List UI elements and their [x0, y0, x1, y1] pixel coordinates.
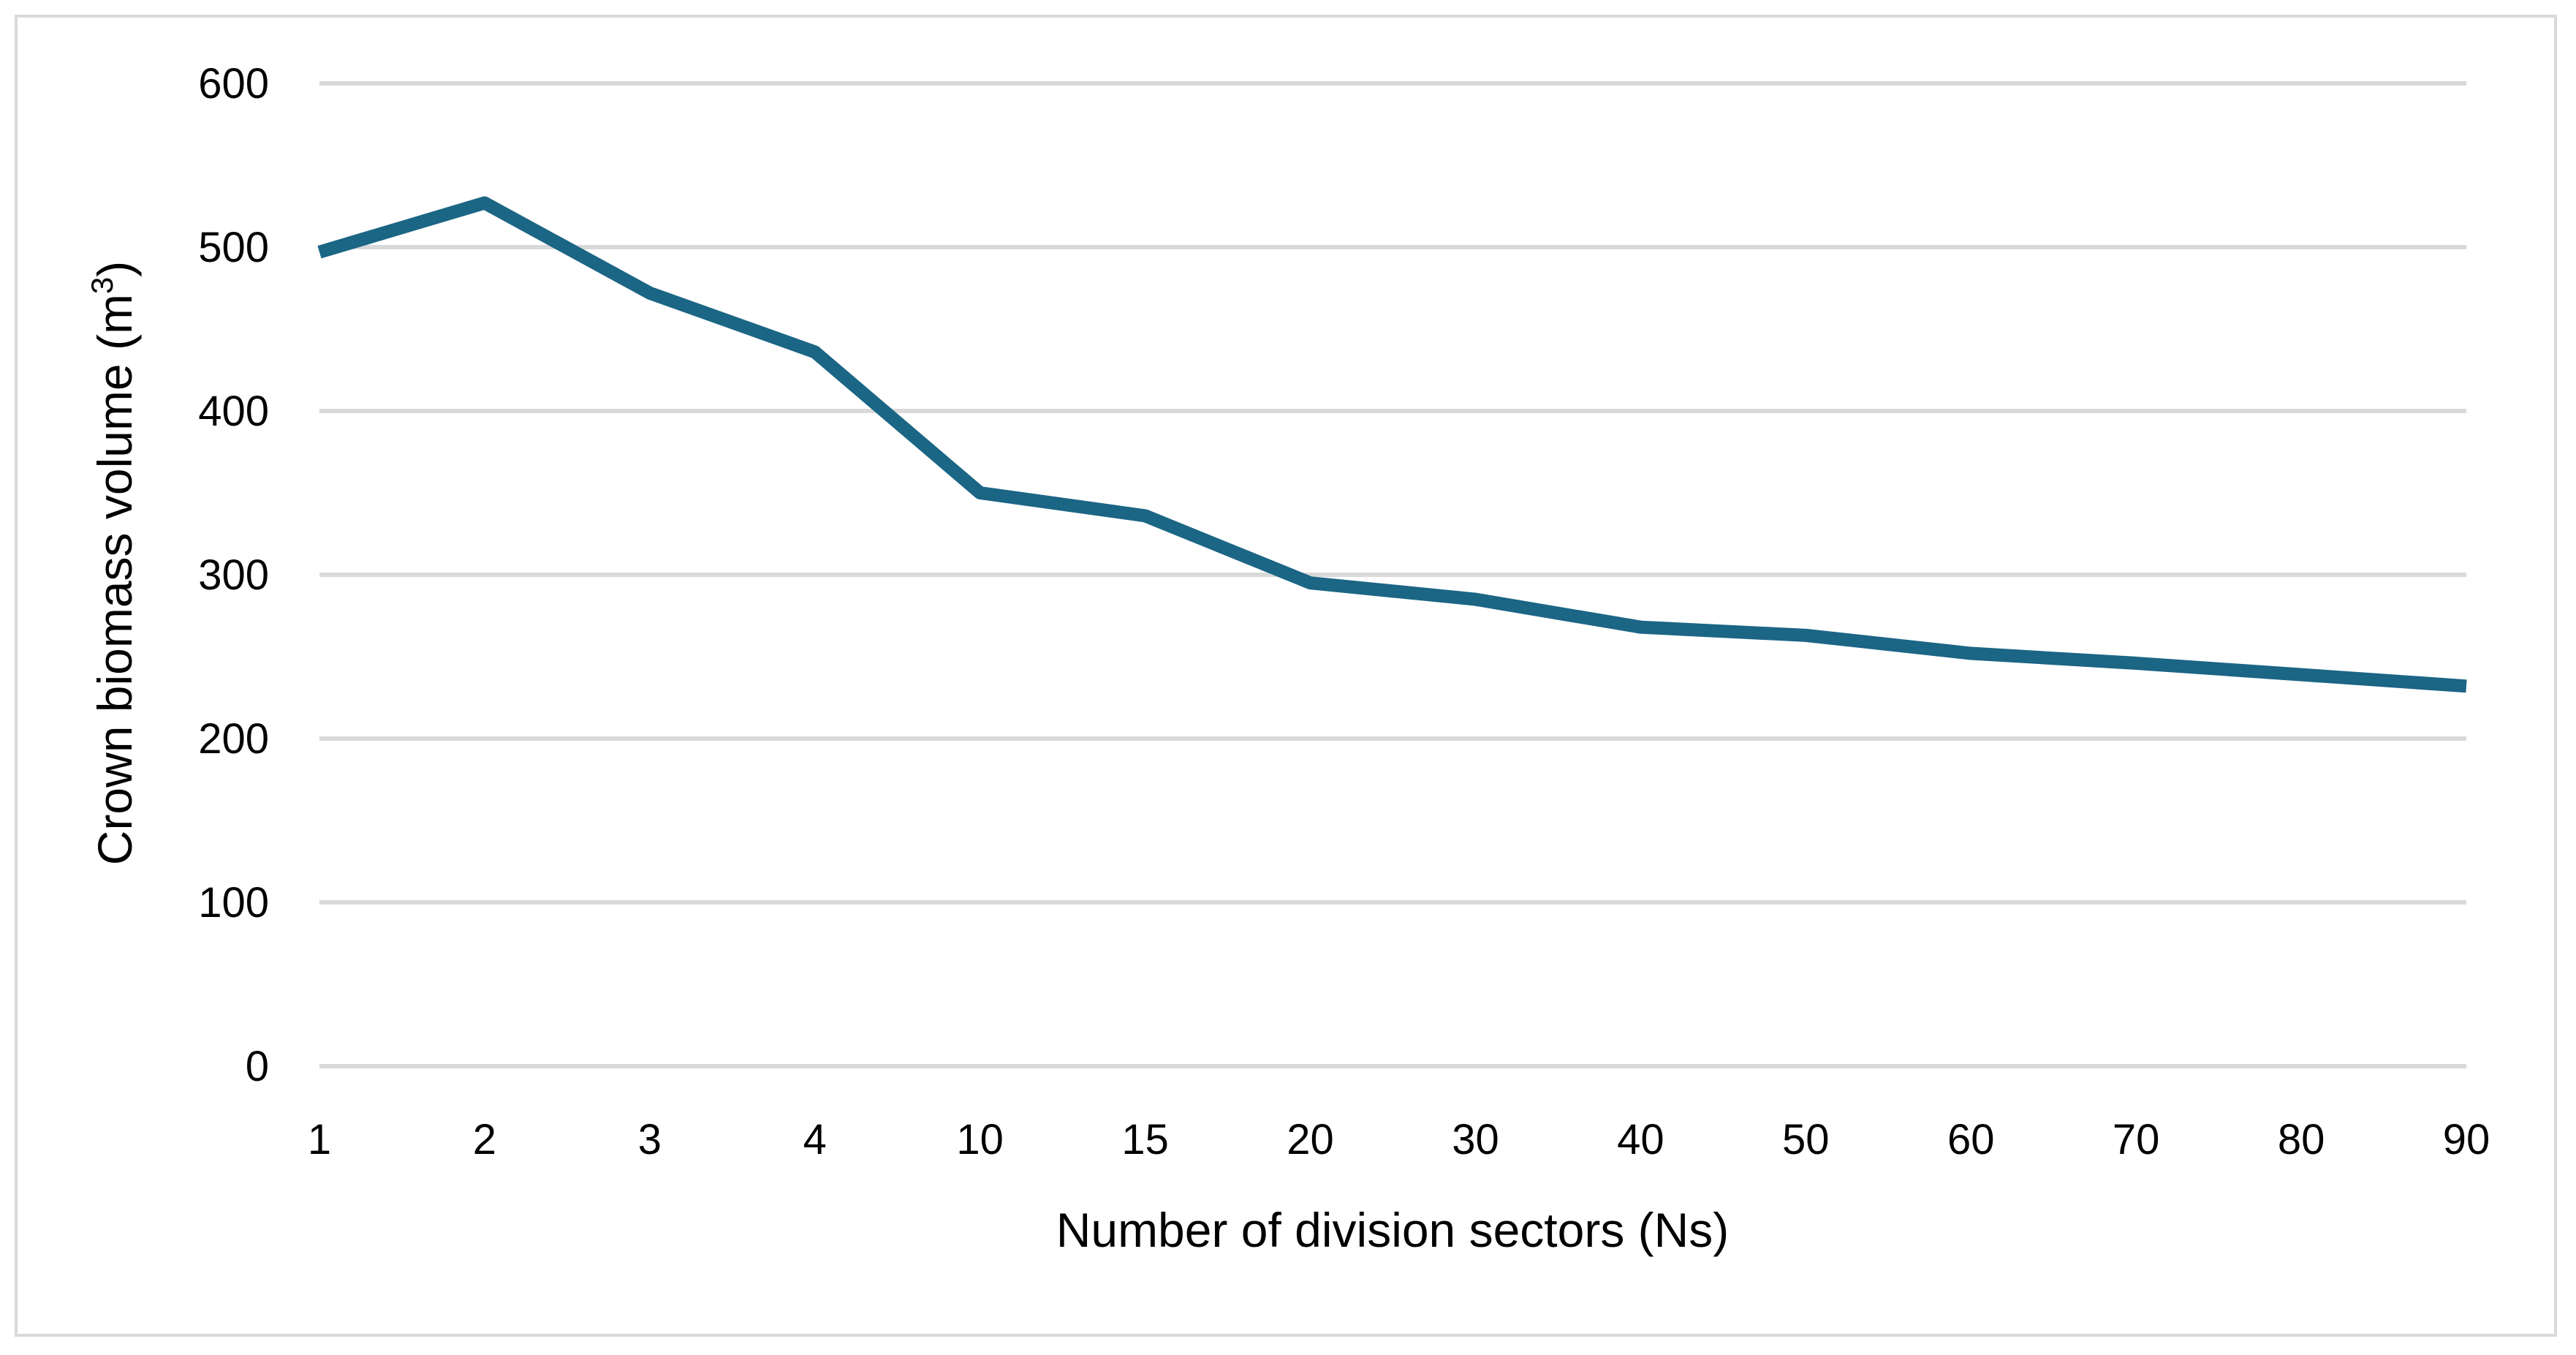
x-tick-label: 90	[2443, 1116, 2490, 1163]
y-tick-label: 500	[198, 224, 269, 271]
y-axis-title: Crown biomass volume (m3)	[85, 261, 142, 866]
series-line	[317, 196, 2467, 693]
chart-frame	[15, 15, 2557, 1337]
series-layer	[317, 196, 2467, 693]
x-tick-label: 1	[308, 1116, 331, 1163]
y-axis-title-text: Crown biomass volume (m	[88, 294, 142, 865]
y-tick-label: 200	[198, 715, 269, 763]
x-tick-label: 10	[956, 1116, 1004, 1163]
x-tick-label: 30	[1452, 1116, 1499, 1163]
y-axis-title-suffix: )	[88, 261, 142, 277]
y-tick-labels: 0 100 200 300 400 500 600	[198, 60, 269, 1090]
x-tick-label: 50	[1782, 1116, 1830, 1163]
y-tick-label: 400	[198, 388, 269, 435]
x-tick-label: 40	[1617, 1116, 1664, 1163]
y-tick-label: 300	[198, 551, 269, 599]
y-axis-title-superscript: 3	[85, 277, 119, 294]
x-tick-label: 3	[638, 1116, 662, 1163]
x-tick-labels: 1 2 3 4 10 15 20 30 40 50 60 70 80 90	[308, 1116, 2490, 1163]
x-tick-label: 70	[2113, 1116, 2160, 1163]
x-tick-label: 80	[2278, 1116, 2325, 1163]
y-tick-label: 0	[246, 1043, 269, 1090]
x-tick-label: 15	[1121, 1116, 1169, 1163]
y-tick-label: 600	[198, 60, 269, 107]
y-tick-label: 100	[198, 879, 269, 926]
gridlines	[319, 81, 2466, 1068]
x-tick-label: 4	[803, 1116, 827, 1163]
x-axis-title: Number of division sectors (Ns)	[1056, 1203, 1730, 1257]
x-tick-label: 60	[1947, 1116, 1995, 1163]
x-tick-label: 20	[1287, 1116, 1334, 1163]
x-tick-label: 2	[473, 1116, 496, 1163]
